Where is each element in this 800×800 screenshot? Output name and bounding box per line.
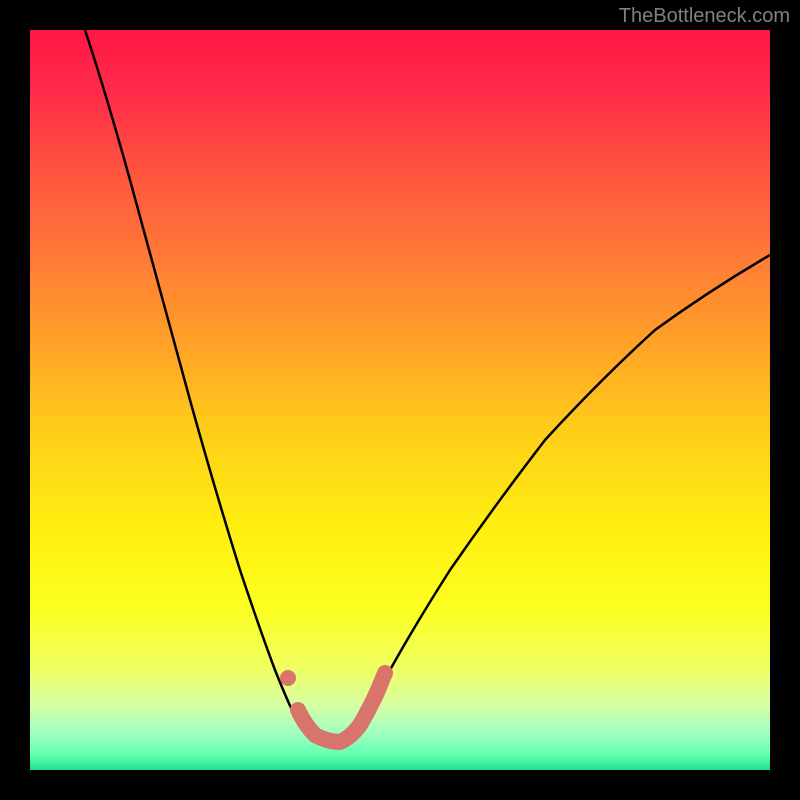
bottleneck-curve bbox=[30, 30, 770, 770]
marker-isolated-dot bbox=[280, 670, 296, 686]
chart-plot-area bbox=[30, 30, 770, 770]
curve-left-branch bbox=[85, 30, 365, 743]
marker-bottom-curve bbox=[298, 673, 385, 742]
curve-right-branch bbox=[365, 255, 770, 710]
watermark-text: TheBottleneck.com bbox=[619, 5, 790, 28]
